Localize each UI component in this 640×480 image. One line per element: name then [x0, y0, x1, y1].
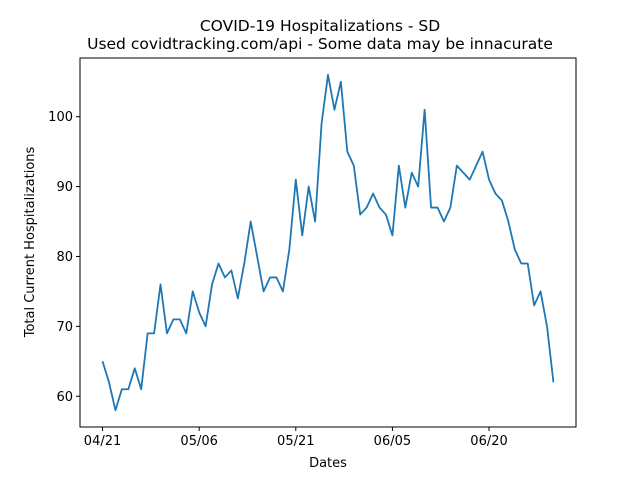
plot-area — [101, 73, 555, 412]
x-tick-label: 06/05 — [374, 434, 411, 449]
x-tick-label: 05/21 — [277, 434, 314, 449]
chart-subtitle: Used covidtracking.com/api - Some data m… — [87, 35, 553, 53]
x-tick-label: 06/20 — [470, 434, 507, 449]
y-tick-label: 80 — [56, 250, 73, 265]
x-axis-ticks: 04/21 05/06 05/21 06/05 06/20 — [84, 427, 508, 449]
y-tick-label: 70 — [56, 320, 73, 335]
y-axis-label: Total Current Hospitalizations — [23, 146, 38, 338]
chart-title: COVID-19 Hospitalizations - SD — [200, 17, 440, 35]
x-axis-label: Dates — [309, 456, 347, 471]
x-tick-label: 04/21 — [84, 434, 121, 449]
y-tick-label: 60 — [56, 390, 73, 405]
y-axis-ticks: 60 70 80 90 100 — [48, 110, 80, 405]
series-line-0 — [101, 73, 555, 412]
y-tick-label: 90 — [56, 180, 73, 195]
plot-frame — [79, 57, 577, 428]
x-tick-label: 05/06 — [180, 434, 217, 449]
y-tick-label: 100 — [48, 110, 73, 125]
